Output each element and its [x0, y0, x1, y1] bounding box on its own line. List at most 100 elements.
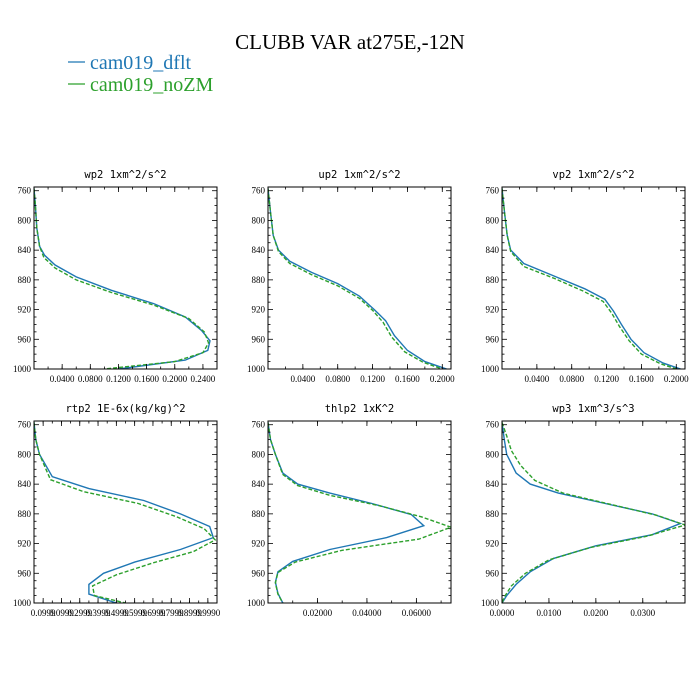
y-tick-label: 960	[252, 334, 266, 344]
series-line-nozm	[502, 188, 677, 369]
panel-1: wp2 1xm^2/s^2 760 800 840 880 920 960 1000 0.040…	[13, 169, 218, 384]
panel-title: vp2 1xm^2/s^2	[552, 169, 634, 181]
x-tick-label: 0.1600	[395, 374, 420, 384]
y-tick-label: 920	[252, 539, 266, 549]
series-line-dflt	[34, 188, 211, 369]
plot-frame	[501, 420, 686, 604]
series-line-nozm	[34, 422, 217, 603]
y-tick-label: 760	[486, 420, 500, 430]
x-tick-label: 0.0800	[78, 374, 103, 384]
x-tick-label: 0.2000	[664, 374, 689, 384]
plot-frame	[267, 186, 452, 370]
x-tick-label: 0.1600	[629, 374, 654, 384]
x-tick-label: 0.2000	[162, 374, 187, 384]
series-line-dflt	[34, 422, 215, 603]
panel-4: rtp2 1E-6x(kg/kg)^2 760 800 840 880 920 960 100…	[13, 403, 221, 618]
y-tick-label: 960	[252, 568, 266, 578]
y-tick-label: 920	[486, 305, 500, 315]
y-tick-label: 1000	[481, 598, 500, 608]
y-tick-label: 880	[252, 275, 266, 285]
panel-title: wp3 1xm^3/s^3	[552, 403, 634, 415]
panel-title: up2 1xm^2/s^2	[318, 169, 400, 181]
panel-5: thlp2 1xK^2 760 800 840 880 920 960 1000 0.02000…	[247, 403, 452, 618]
plot-frame	[501, 186, 686, 370]
panel-title: rtp2 1E-6x(kg/kg)^2	[65, 403, 185, 415]
y-tick-label: 840	[252, 245, 266, 255]
y-tick-label: 880	[252, 509, 266, 519]
x-tick-label: 0.04000	[352, 608, 382, 618]
y-tick-label: 760	[486, 186, 500, 196]
y-tick-label: 880	[18, 509, 32, 519]
y-tick-label: 1000	[13, 364, 32, 374]
y-tick-label: 800	[252, 215, 266, 225]
y-tick-label: 960	[486, 568, 500, 578]
y-tick-label: 960	[18, 568, 32, 578]
y-tick-label: 920	[252, 305, 266, 315]
legend-label-dflt: cam019_dflt	[90, 52, 192, 74]
x-tick-label: 0.06000	[402, 608, 432, 618]
series-line-dflt	[502, 422, 683, 603]
x-tick-label: 0.8999	[177, 608, 202, 618]
y-tick-label: 880	[486, 275, 500, 285]
series-line-nozm	[268, 188, 443, 369]
y-tick-label: 960	[486, 334, 500, 344]
x-tick-label: 0.0999	[49, 608, 74, 618]
y-tick-label: 840	[486, 245, 500, 255]
y-tick-label: 800	[486, 449, 500, 459]
y-tick-label: 880	[486, 509, 500, 519]
y-tick-label: 1000	[13, 598, 32, 608]
y-tick-label: 760	[18, 420, 32, 430]
legend-label-nozm: cam019_noZM	[90, 74, 214, 96]
x-tick-label: 0.0100	[537, 608, 562, 618]
plot-frame	[33, 420, 218, 604]
plot-frame	[267, 420, 452, 604]
series-line-nozm	[502, 422, 685, 603]
y-tick-label: 800	[252, 449, 266, 459]
y-tick-label: 800	[18, 215, 32, 225]
panel-3: vp2 1xm^2/s^2 760 800 840 880 920 960 1000 0.040…	[481, 169, 689, 384]
series-line-nozm	[268, 422, 451, 603]
y-tick-label: 920	[18, 539, 32, 549]
x-tick-label: 0.0300	[630, 608, 655, 618]
x-tick-label: 0.02000	[303, 608, 333, 618]
y-tick-label: 1000	[247, 364, 266, 374]
x-tick-label: 0.0400	[50, 374, 75, 384]
x-tick-label: 0.0400	[290, 374, 315, 384]
y-tick-label: 920	[18, 305, 32, 315]
panel-title: thlp2 1xK^2	[325, 403, 395, 415]
figure-title: CLUBB VAR at275E,-12N	[235, 30, 465, 54]
y-tick-label: 840	[18, 479, 32, 489]
x-tick-label: 0.7999	[159, 608, 184, 618]
series-line-dflt	[502, 188, 681, 369]
y-tick-label: 960	[18, 334, 32, 344]
x-tick-label: 0.1200	[106, 374, 131, 384]
x-tick-label: 0.0999	[31, 608, 56, 618]
y-tick-label: 840	[252, 479, 266, 489]
y-tick-label: 1000	[481, 364, 500, 374]
x-tick-label: 0.5999	[122, 608, 147, 618]
y-tick-label: 800	[486, 215, 500, 225]
x-tick-label: 0.1600	[134, 374, 159, 384]
y-tick-label: 880	[18, 275, 32, 285]
x-tick-label: 0.0000	[490, 608, 515, 618]
y-tick-label: 760	[18, 186, 32, 196]
x-tick-label: 0.9990	[195, 608, 220, 618]
plot-frame	[33, 186, 218, 370]
x-tick-label: 0.0200	[583, 608, 608, 618]
panel-2: up2 1xm^2/s^2 760 800 840 880 920 960 1000 0.040…	[247, 169, 455, 384]
y-tick-label: 800	[18, 449, 32, 459]
y-tick-label: 1000	[247, 598, 266, 608]
y-tick-label: 760	[252, 186, 266, 196]
x-tick-label: 0.0400	[524, 374, 549, 384]
panel-6: wp3 1xm^3/s^3 760 800 840 880 920 960 10000.000…	[481, 403, 686, 618]
x-tick-label: 0.1200	[360, 374, 385, 384]
x-tick-label: 0.2000	[430, 374, 455, 384]
legend: cam019_dflt cam019_noZM	[68, 52, 214, 96]
y-tick-label: 840	[486, 479, 500, 489]
x-tick-label: 0.2400	[191, 374, 216, 384]
x-tick-label: 0.4999	[104, 608, 129, 618]
series-line-dflt	[268, 422, 426, 603]
panel-title: wp2 1xm^2/s^2	[84, 169, 166, 181]
x-tick-label: 0.2999	[67, 608, 92, 618]
